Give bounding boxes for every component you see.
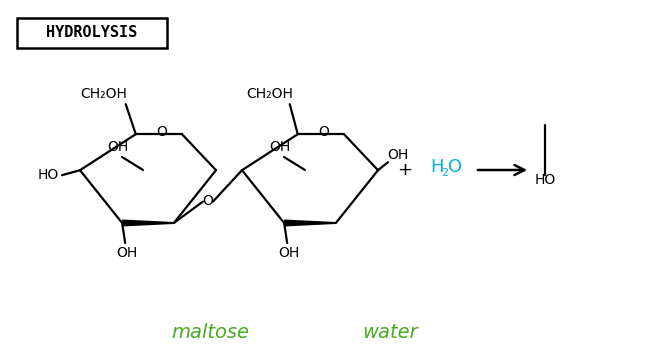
Text: OH: OH — [108, 140, 129, 154]
Polygon shape — [284, 220, 336, 226]
Text: HO: HO — [38, 168, 59, 182]
Text: OH: OH — [269, 140, 290, 154]
Text: O: O — [448, 158, 462, 176]
Text: HO: HO — [535, 173, 556, 187]
Text: maltose: maltose — [171, 323, 249, 342]
Text: O: O — [318, 125, 329, 139]
Text: 2: 2 — [441, 168, 448, 178]
Text: O: O — [203, 194, 213, 208]
Text: +: + — [397, 161, 412, 179]
Text: HYDROLYSIS: HYDROLYSIS — [46, 24, 138, 40]
FancyBboxPatch shape — [17, 18, 167, 48]
Text: H: H — [430, 158, 444, 176]
Text: OH: OH — [117, 246, 138, 260]
Text: water: water — [362, 323, 418, 342]
Text: OH: OH — [387, 148, 409, 162]
Polygon shape — [122, 220, 174, 226]
Text: OH: OH — [279, 246, 300, 260]
Text: CH₂OH: CH₂OH — [81, 87, 127, 101]
Text: CH₂OH: CH₂OH — [246, 87, 293, 101]
Text: O: O — [156, 125, 168, 139]
